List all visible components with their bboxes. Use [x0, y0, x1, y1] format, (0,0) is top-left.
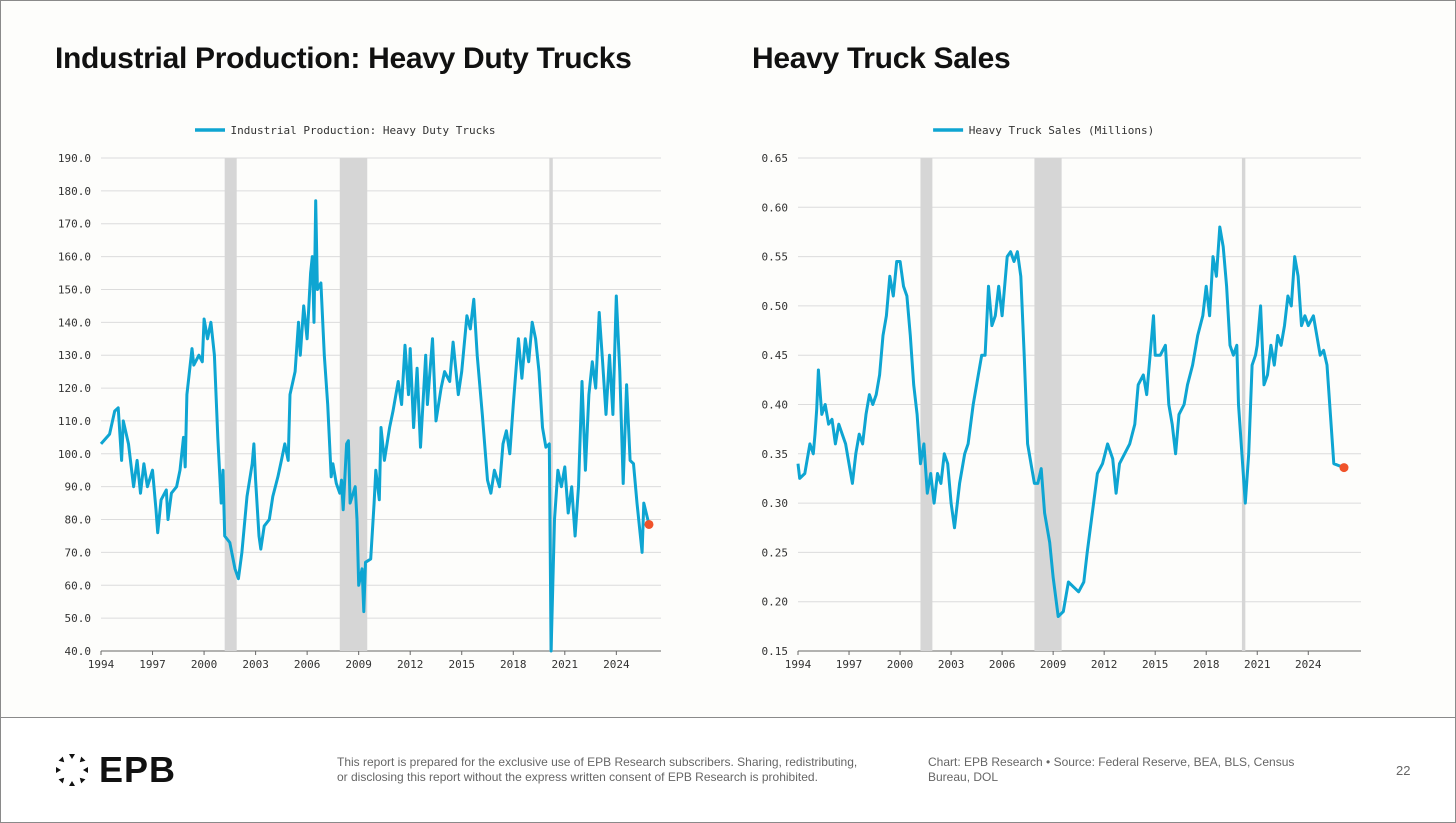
- y-tick-label: 150.0: [58, 283, 91, 296]
- y-tick-label: 140.0: [58, 316, 91, 329]
- x-tick-label: 1994: [785, 658, 812, 671]
- y-tick-label: 160.0: [58, 251, 91, 264]
- epb-star-icon: [56, 754, 88, 786]
- x-tick-label: 2009: [1040, 658, 1067, 671]
- recession-band: [1034, 158, 1062, 651]
- x-tick-label: 1997: [139, 658, 166, 671]
- y-tick-label: 100.0: [58, 448, 91, 461]
- y-tick-label: 120.0: [58, 382, 91, 395]
- industrial-production-chart: Industrial Production: Heavy Duty Trucks…: [58, 124, 661, 671]
- x-tick-label: 2009: [345, 658, 372, 671]
- x-tick-label: 2024: [1295, 658, 1322, 671]
- y-tick-label: 0.55: [762, 251, 789, 264]
- y-tick-label: 70.0: [65, 546, 92, 559]
- source-line: Bureau, DOL: [928, 770, 999, 784]
- x-tick-label: 2018: [500, 658, 527, 671]
- y-tick-label: 0.30: [762, 497, 789, 510]
- source-note: Chart: EPB Research • Source: Federal Re…: [928, 755, 1378, 785]
- y-tick-label: 180.0: [58, 185, 91, 198]
- x-tick-label: 2021: [1244, 658, 1271, 671]
- x-tick-label: 2003: [242, 658, 269, 671]
- x-tick-label: 2015: [1142, 658, 1169, 671]
- y-tick-label: 170.0: [58, 218, 91, 231]
- legend-label: Industrial Production: Heavy Duty Trucks: [231, 124, 496, 137]
- y-tick-label: 0.15: [762, 645, 789, 658]
- x-tick-label: 2000: [887, 658, 914, 671]
- recession-band: [1241, 158, 1246, 651]
- x-tick-label: 1994: [88, 658, 115, 671]
- y-tick-label: 0.35: [762, 448, 789, 461]
- x-tick-label: 2006: [294, 658, 321, 671]
- y-tick-label: 0.45: [762, 349, 789, 362]
- y-tick-label: 40.0: [65, 645, 92, 658]
- latest-data-point: [644, 519, 654, 529]
- logo-text: EPB: [99, 749, 177, 790]
- series-line: [99, 199, 651, 653]
- disclaimer-line: This report is prepared for the exclusiv…: [337, 755, 858, 769]
- y-tick-label: 90.0: [65, 481, 92, 494]
- x-tick-label: 2012: [1091, 658, 1118, 671]
- chart-title-heavy-truck-sales: Heavy Truck Sales: [752, 42, 1011, 75]
- x-tick-label: 2006: [989, 658, 1016, 671]
- latest-data-point: [1339, 463, 1349, 473]
- y-tick-label: 50.0: [65, 612, 92, 625]
- y-tick-label: 0.50: [762, 300, 789, 313]
- epb-logo: EPB: [53, 750, 337, 790]
- footer: EPB This report is prepared for the excl…: [1, 717, 1455, 822]
- page-number: 22: [1396, 762, 1411, 778]
- recession-band: [549, 158, 553, 651]
- disclaimer-line: or disclosing this report without the ex…: [337, 770, 818, 784]
- x-tick-label: 2024: [603, 658, 630, 671]
- y-tick-label: 110.0: [58, 415, 91, 428]
- heavy-truck-sales-chart: Heavy Truck Sales (Millions) 0.65 0.60 0.55…: [762, 124, 1361, 671]
- x-tick-label: 1997: [836, 658, 863, 671]
- disclaimer: This report is prepared for the exclusiv…: [337, 755, 928, 785]
- y-tick-label: 130.0: [58, 349, 91, 362]
- chart-title-industrial-production: Industrial Production: Heavy Duty Trucks: [55, 42, 632, 75]
- x-tick-label: 2021: [552, 658, 579, 671]
- y-tick-label: 0.40: [762, 399, 789, 412]
- legend-label: Heavy Truck Sales (Millions): [969, 124, 1154, 137]
- y-tick-label: 190.0: [58, 152, 91, 165]
- y-tick-label: 60.0: [65, 579, 92, 592]
- y-tick-label: 0.60: [762, 201, 789, 214]
- x-tick-label: 2000: [191, 658, 218, 671]
- recession-band: [920, 158, 933, 651]
- y-tick-label: 0.25: [762, 546, 789, 559]
- x-tick-label: 2018: [1193, 658, 1220, 671]
- x-tick-label: 2003: [938, 658, 965, 671]
- x-tick-label: 2012: [397, 658, 424, 671]
- y-tick-label: 0.20: [762, 596, 789, 609]
- series-line: [796, 225, 1345, 618]
- source-line: Chart: EPB Research • Source: Federal Re…: [928, 755, 1295, 769]
- recession-band: [224, 158, 237, 651]
- y-tick-label: 0.65: [762, 152, 789, 165]
- x-tick-label: 2015: [448, 658, 475, 671]
- y-tick-label: 80.0: [65, 514, 92, 527]
